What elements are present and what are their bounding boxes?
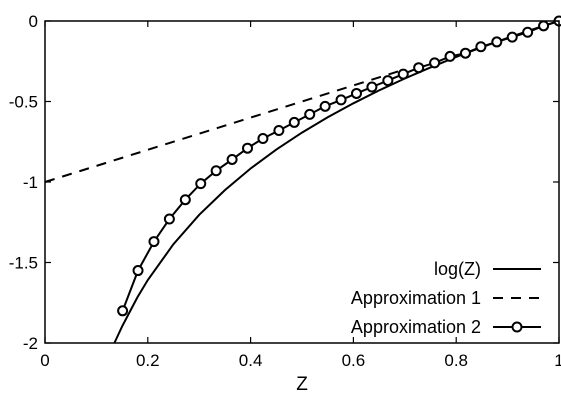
x-tick-label: 0.4 [239, 351, 263, 370]
legend-label-approximation-2: Approximation 2 [351, 317, 481, 337]
data-point-approximation-2 [397, 68, 409, 80]
data-point-approximation-2 [538, 20, 550, 32]
legend-swatch-marker-approximation-2 [511, 321, 523, 333]
legend-label-log: log(Z) [434, 259, 481, 279]
data-point-approximation-2 [366, 81, 378, 93]
legend-label-approximation-1: Approximation 1 [351, 288, 481, 308]
x-tick-label: 1 [554, 351, 561, 370]
data-point-approximation-2 [242, 142, 254, 154]
data-point-approximation-2 [273, 124, 285, 136]
data-point-approximation-2 [522, 26, 534, 38]
data-point-approximation-2 [335, 94, 347, 106]
ticks-layer: 0 0.2 0.4 0.6 0.8 1 0 -0.5 -1 -1.5 -2 [9, 12, 561, 370]
data-point-approximation-2 [226, 153, 238, 165]
data-point-approximation-2 [163, 213, 175, 225]
y-tick-label: -1 [23, 173, 38, 192]
data-point-approximation-2 [350, 87, 362, 99]
plot-frame [44, 20, 560, 344]
data-point-approximation-2 [444, 50, 456, 62]
data-point-approximation-2 [429, 57, 441, 69]
data-point-approximation-2 [491, 36, 503, 48]
x-tick-label: 0.6 [342, 351, 366, 370]
series-layer [44, 15, 561, 344]
x-tick-label: 0.2 [136, 351, 160, 370]
data-point-approximation-2 [179, 194, 191, 206]
legend: log(Z) Approximation 1 Approximation 2 [351, 259, 541, 337]
data-point-approximation-2 [475, 41, 487, 53]
data-point-approximation-2 [132, 265, 144, 277]
data-point-approximation-2 [413, 62, 425, 74]
series-line-approximation-2 [121, 20, 560, 312]
data-point-approximation-2 [210, 165, 222, 177]
data-point-approximation-2 [506, 31, 518, 43]
x-tick-label: 0 [40, 351, 49, 370]
y-tick-label: -2 [23, 334, 38, 353]
y-tick-label: -1.5 [9, 254, 38, 273]
data-point-approximation-2 [117, 305, 129, 317]
data-point-approximation-2 [459, 47, 471, 59]
series-line-log-z [113, 20, 560, 344]
plot-area: 0 0.2 0.4 0.6 0.8 1 0 -0.5 -1 -1.5 -2 [9, 12, 561, 370]
y-tick-label: -0.5 [9, 93, 38, 112]
x-axis-label: Z [296, 374, 308, 395]
series-line-approximation-1 [44, 68, 406, 183]
data-point-approximation-2 [257, 133, 269, 145]
data-point-approximation-2 [195, 178, 207, 190]
data-point-approximation-2 [319, 100, 331, 112]
data-point-approximation-2 [304, 108, 316, 120]
data-point-approximation-2 [148, 236, 160, 248]
data-point-approximation-2 [382, 75, 394, 87]
data-point-approximation-2 [288, 116, 300, 128]
y-tick-label: 0 [29, 12, 38, 31]
x-tick-label: 0.8 [444, 351, 468, 370]
